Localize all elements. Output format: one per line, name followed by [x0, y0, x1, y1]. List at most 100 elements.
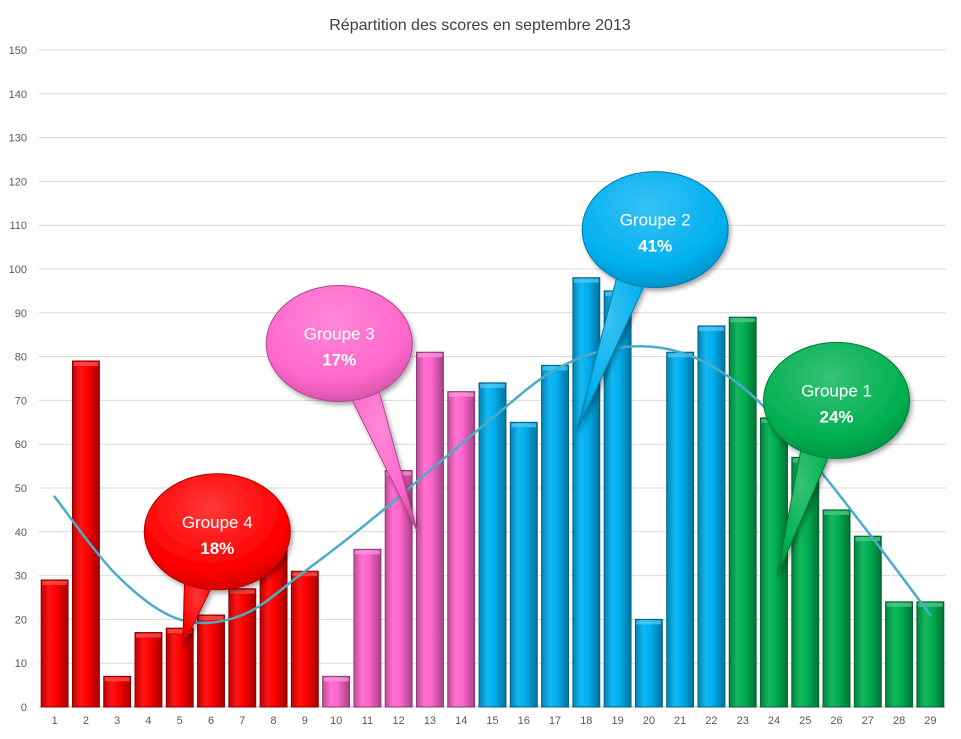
y-tick-label: 80: [15, 352, 27, 364]
bar-bevel: [42, 580, 68, 585]
bar-bevel: [417, 353, 443, 358]
x-tick-label: 1: [52, 715, 58, 727]
y-tick-label: 150: [9, 45, 27, 57]
bar: [103, 675, 132, 708]
x-tick-label: 5: [177, 715, 183, 727]
callout-group-percent: 18%: [200, 539, 234, 558]
callout-group-percent: 41%: [638, 237, 672, 256]
x-tick-label: 24: [768, 715, 780, 727]
x-tick-label: 18: [580, 715, 592, 727]
bar-bevel: [229, 589, 255, 594]
callout-group-2: [576, 171, 729, 432]
bar: [728, 316, 757, 708]
callout-group-name: Groupe 4: [182, 513, 253, 532]
bar: [40, 579, 69, 708]
x-tick-label: 23: [737, 715, 749, 727]
x-tick-label: 22: [705, 715, 717, 727]
callout-group-percent: 24%: [820, 407, 854, 426]
bar: [853, 535, 882, 708]
y-tick-label: 120: [9, 176, 27, 188]
x-axis-tick-labels: 1 2 3 4 5 6 7 8 9 10 11 12 13 14 15 16 17 18 19 20 21 22 23 24 2…: [52, 715, 937, 727]
x-tick-label: 7: [239, 715, 245, 727]
chart-title: Répartition des scores en septembre 2013: [329, 17, 631, 34]
x-tick-label: 21: [674, 715, 686, 727]
y-tick-label: 50: [15, 483, 27, 495]
bar: [885, 601, 914, 708]
bar: [447, 391, 476, 708]
x-tick-label: 15: [486, 715, 498, 727]
bar-bevel: [292, 572, 318, 577]
bar: [290, 570, 319, 708]
bar: [415, 351, 444, 708]
x-tick-label: 19: [611, 715, 623, 727]
bar-bevel: [104, 677, 130, 682]
callout-group-name: Groupe 1: [801, 381, 872, 400]
bar: [353, 548, 382, 708]
bar: [634, 618, 663, 708]
bar-bevel: [917, 602, 943, 607]
bar-bevel: [323, 677, 349, 682]
bar: [134, 632, 163, 708]
callout-bubble: [143, 473, 291, 591]
callout-bubble: [763, 341, 911, 459]
callout-group-4: [143, 473, 291, 646]
bar: [165, 627, 194, 708]
callout-group-3: [265, 284, 418, 533]
bar-bevel: [698, 326, 724, 331]
x-tick-label: 6: [208, 715, 214, 727]
x-tick-label: 25: [799, 715, 811, 727]
bar: [760, 417, 788, 708]
callout-group-name: Groupe 2: [620, 211, 691, 230]
x-tick-label: 17: [549, 715, 561, 727]
bar-bevel: [886, 602, 912, 607]
x-tick-label: 4: [145, 715, 151, 727]
bar-bevel: [354, 550, 380, 555]
y-tick-label: 10: [15, 658, 27, 670]
bar: [322, 675, 351, 708]
x-tick-label: 11: [362, 715, 373, 727]
callout-group-name: Groupe 3: [304, 324, 375, 343]
bar: [666, 351, 695, 708]
bar-bevel: [855, 537, 881, 542]
x-tick-label: 8: [271, 715, 277, 727]
callout-group-percent: 17%: [322, 350, 356, 369]
x-tick-label: 16: [518, 715, 530, 727]
x-tick-label: 10: [330, 715, 342, 727]
group-callouts: Groupe 4 18% Groupe 3 17% Groupe 2 41% Groupe …: [143, 171, 911, 646]
bar-bevel: [824, 510, 849, 515]
bar: [916, 601, 945, 708]
bars: [40, 277, 945, 708]
x-tick-label: 26: [830, 715, 842, 727]
y-tick-label: 70: [15, 395, 27, 407]
y-tick-label: 90: [15, 308, 27, 320]
x-tick-label: 28: [893, 715, 905, 727]
x-tick-label: 2: [83, 715, 89, 727]
bar-bevel: [167, 629, 193, 634]
bar: [259, 544, 288, 708]
x-tick-label: 27: [862, 715, 874, 727]
bar: [541, 364, 570, 708]
bar-bevel: [73, 361, 99, 366]
x-tick-label: 12: [393, 715, 405, 727]
bar: [572, 277, 601, 708]
bar: [822, 509, 851, 708]
bar-bevel: [730, 318, 756, 323]
bar-bevel: [511, 423, 537, 428]
bar: [509, 421, 538, 708]
bar-bevel: [636, 620, 662, 625]
bar-bevel: [198, 616, 224, 621]
y-tick-label: 0: [21, 702, 27, 714]
bar-bevel: [448, 392, 474, 397]
bar: [478, 382, 507, 708]
bar-bevel: [136, 633, 161, 638]
y-axis-tick-labels: 0 10 20 30 40 50 60 70 80 90 100 110 120 130 140 150: [9, 45, 27, 714]
callout-bubble: [581, 171, 729, 289]
bar-bevel: [667, 353, 693, 358]
callout-bubble: [265, 284, 413, 402]
x-tick-label: 29: [924, 715, 936, 727]
bar: [228, 588, 257, 708]
callout-group-1: [763, 341, 911, 576]
y-tick-label: 110: [9, 220, 27, 232]
y-tick-label: 60: [15, 439, 27, 451]
